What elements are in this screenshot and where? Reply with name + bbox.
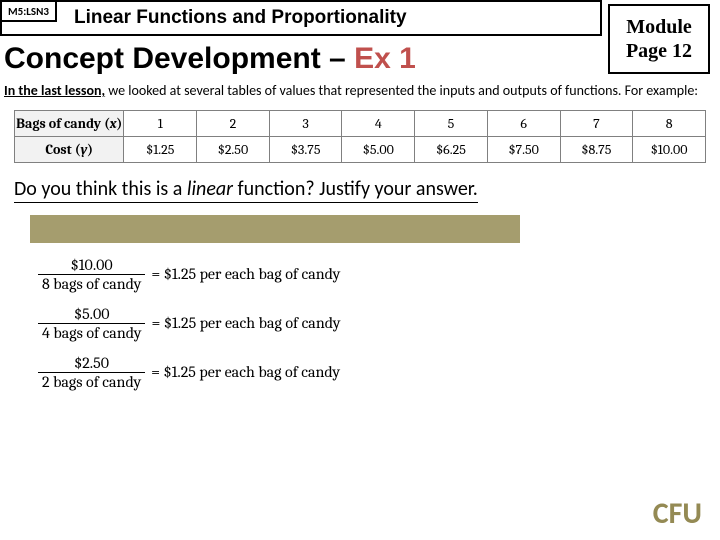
intro-rest: we looked at several tables of values th… bbox=[105, 82, 698, 99]
fraction-denominator: 8 bags of candy bbox=[38, 274, 145, 292]
lesson-title: Linear Functions and Proportionality bbox=[74, 7, 407, 29]
x-cell: 7 bbox=[560, 110, 633, 136]
ratio-list: $10.00 8 bags of candy = $1.25 per each … bbox=[38, 257, 720, 390]
x-cell: 2 bbox=[197, 110, 270, 136]
x-cell: 5 bbox=[415, 110, 488, 136]
ratio-row: $2.50 2 bags of candy = $1.25 per each b… bbox=[38, 355, 720, 390]
question-part1: Do you think this is a bbox=[14, 177, 187, 201]
row-header-x-text: Bags of candy ( bbox=[16, 115, 110, 132]
y-cell: $10.00 bbox=[633, 136, 706, 162]
table-row: Cost (y) $1.25 $2.50 $3.75 $5.00 $6.25 $… bbox=[15, 136, 706, 162]
module-page-box: Module Page 12 bbox=[608, 4, 710, 74]
y-cell: $8.75 bbox=[560, 136, 633, 162]
ratio-result: = $1.25 per each bag of candy bbox=[145, 314, 340, 332]
x-cell: 1 bbox=[124, 110, 197, 136]
fraction: $10.00 8 bags of candy bbox=[38, 257, 145, 292]
page-box-line1: Module bbox=[610, 15, 708, 39]
ratio-result: = $1.25 per each bag of candy bbox=[145, 363, 340, 381]
x-cell: 3 bbox=[269, 110, 342, 136]
y-cell: $3.75 bbox=[269, 136, 342, 162]
concept-heading-main: Concept Development – bbox=[4, 42, 354, 75]
ratio-result: = $1.25 per each bag of candy bbox=[145, 265, 340, 283]
question-part2: function? Justify your answer. bbox=[233, 177, 478, 201]
data-table: Bags of candy (x) 1 2 3 4 5 6 7 8 Cost (… bbox=[14, 110, 706, 163]
y-cell: $6.25 bbox=[415, 136, 488, 162]
row-header-x-close: ) bbox=[117, 115, 123, 132]
question-linear-word: linear bbox=[187, 177, 233, 201]
y-cell: $2.50 bbox=[197, 136, 270, 162]
concept-heading-ex: Ex 1 bbox=[354, 42, 416, 75]
x-cell: 6 bbox=[487, 110, 560, 136]
intro-text: In the last lesson, we looked at several… bbox=[0, 80, 720, 106]
fraction-denominator: 4 bags of candy bbox=[38, 323, 145, 341]
fraction-numerator: $2.50 bbox=[70, 355, 113, 372]
cfu-label: CFU bbox=[653, 495, 702, 532]
y-cell: $1.25 bbox=[124, 136, 197, 162]
intro-lead: In the last lesson, bbox=[4, 82, 105, 99]
fraction-numerator: $10.00 bbox=[67, 257, 117, 274]
y-cell: $7.50 bbox=[487, 136, 560, 162]
question-text: Do you think this is a linear function? … bbox=[14, 177, 478, 203]
table-row: Bags of candy (x) 1 2 3 4 5 6 7 8 bbox=[15, 110, 706, 136]
question-row: Do you think this is a linear function? … bbox=[14, 177, 720, 203]
fraction-denominator: 2 bags of candy bbox=[38, 372, 145, 390]
ratio-row: $5.00 4 bags of candy = $1.25 per each b… bbox=[38, 306, 720, 341]
x-cell: 8 bbox=[633, 110, 706, 136]
y-cell: $5.00 bbox=[342, 136, 415, 162]
row-header-x: Bags of candy (x) bbox=[15, 110, 124, 136]
fraction: $5.00 4 bags of candy bbox=[38, 306, 145, 341]
answer-cover-bar bbox=[30, 215, 520, 243]
row-header-y-text: Cost ( bbox=[45, 141, 80, 158]
page-box-line2: Page 12 bbox=[610, 39, 708, 63]
fraction: $2.50 2 bags of candy bbox=[38, 355, 145, 390]
fraction-numerator: $5.00 bbox=[70, 306, 114, 323]
module-tag: M5:LSN3 bbox=[0, 0, 57, 22]
ratio-row: $10.00 8 bags of candy = $1.25 per each … bbox=[38, 257, 720, 292]
title-bar: M5:LSN3 Linear Functions and Proportiona… bbox=[0, 0, 602, 36]
row-header-x-var: x bbox=[110, 115, 117, 132]
row-header-y-close: ) bbox=[87, 141, 93, 158]
x-cell: 4 bbox=[342, 110, 415, 136]
row-header-y: Cost (y) bbox=[15, 136, 124, 162]
